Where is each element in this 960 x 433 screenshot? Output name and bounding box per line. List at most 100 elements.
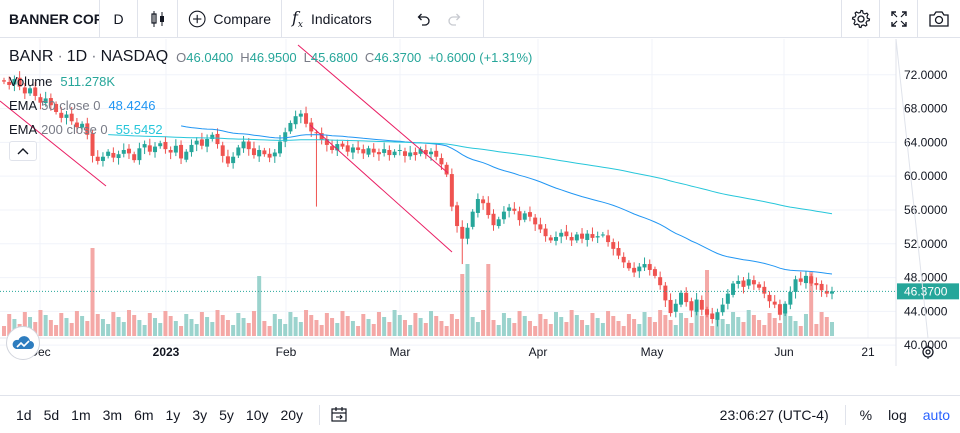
volume-bar xyxy=(418,318,423,336)
range-20y[interactable]: 20y xyxy=(280,406,304,423)
candle-body xyxy=(444,164,449,175)
volume-bar xyxy=(814,324,819,336)
ema50-line xyxy=(181,125,833,275)
candle-body xyxy=(257,149,262,157)
range-1m[interactable]: 1m xyxy=(71,406,91,423)
candle-body xyxy=(64,114,69,118)
time-axis-label: Mar xyxy=(390,345,411,359)
interval-button[interactable]: D xyxy=(100,0,138,38)
candle-body xyxy=(741,280,746,287)
volume-bar xyxy=(559,317,564,336)
volume-bar xyxy=(163,311,168,336)
auto-scale-toggle[interactable]: auto xyxy=(922,406,950,423)
indicators-button[interactable]: fx Indicators xyxy=(282,0,394,38)
candle-body xyxy=(460,226,465,239)
candle-body xyxy=(423,149,428,155)
candle-body xyxy=(116,154,121,159)
legend-high-value: 46.9500 xyxy=(249,49,297,65)
range-1y[interactable]: 1y xyxy=(165,406,181,423)
candle-body xyxy=(272,152,277,157)
candle-body xyxy=(517,211,522,221)
volume-bar xyxy=(251,311,256,336)
log-toggle[interactable]: log xyxy=(888,406,907,423)
volume-bar xyxy=(43,315,48,336)
price-axis-label: 48.0000 xyxy=(904,271,948,285)
legend-collapse-button[interactable] xyxy=(9,141,37,161)
goto-date-icon[interactable] xyxy=(330,406,348,424)
volume-bar xyxy=(632,319,637,336)
snapshot-button[interactable] xyxy=(918,0,960,38)
candle-body xyxy=(475,199,480,213)
gear-icon xyxy=(851,9,870,29)
legend-low-value: 45.6800 xyxy=(310,49,358,65)
candle-body xyxy=(699,299,704,310)
legend-volume[interactable]: Volume 511.278K xyxy=(9,69,532,93)
volume-bar xyxy=(830,322,834,336)
compare-button[interactable]: Compare xyxy=(178,0,282,38)
chart-area[interactable]: 72.0000 68.0000 64.0000 60.0000 56.0000 52.00… xyxy=(0,39,960,366)
price-axis-label: 40.0000 xyxy=(904,338,948,352)
range-3m[interactable]: 3m xyxy=(102,406,123,423)
volume-bar xyxy=(231,325,236,336)
volume-bar xyxy=(720,319,725,336)
clock-timezone[interactable]: 23:06:27 (UTC-4) xyxy=(719,406,829,423)
candle-body xyxy=(121,149,126,154)
candle-body xyxy=(507,207,512,211)
candle-body xyxy=(142,144,147,148)
range-5y[interactable]: 5y xyxy=(219,406,234,423)
volume-bar xyxy=(319,325,324,336)
candle-body xyxy=(637,266,642,272)
range-6m[interactable]: 6m xyxy=(134,406,154,423)
candle-body xyxy=(199,139,204,146)
tradingview-logo[interactable] xyxy=(6,326,40,360)
candle-body xyxy=(548,237,553,241)
candle-body xyxy=(111,152,116,158)
candle-body xyxy=(309,122,314,132)
volume-bar xyxy=(684,318,689,336)
settings-button[interactable] xyxy=(842,0,880,38)
range-1d[interactable]: 1d xyxy=(16,406,32,423)
volume-bar xyxy=(689,323,694,336)
candle-body xyxy=(371,148,376,153)
volume-bar xyxy=(673,325,678,336)
candle-body xyxy=(455,205,460,227)
candle-body xyxy=(194,140,199,145)
candle-body xyxy=(736,280,741,284)
undo-icon[interactable] xyxy=(415,11,431,27)
range-10y[interactable]: 10y xyxy=(245,406,269,423)
time-axis-settings-icon[interactable] xyxy=(922,345,934,359)
time-axis-label: 2023 xyxy=(153,345,180,359)
volume-bar xyxy=(38,310,43,336)
volume-bar xyxy=(85,321,90,336)
candle-body xyxy=(345,145,350,152)
volume-bar xyxy=(652,322,657,336)
volume-bar xyxy=(809,272,814,336)
candle-body xyxy=(559,232,564,237)
volume-bar xyxy=(642,312,647,336)
volume-bar xyxy=(106,324,111,336)
legend-main-series[interactable]: BANR · 1D · NASDAQ O 46.0400 H 46.9500 L 45… xyxy=(9,45,532,69)
percent-toggle[interactable]: % xyxy=(859,406,873,423)
volume-bar xyxy=(304,310,309,336)
volume-bar xyxy=(28,317,33,336)
volume-bar xyxy=(64,318,69,336)
volume-bar xyxy=(710,326,715,336)
range-5d[interactable]: 5d xyxy=(43,406,60,423)
ema200-line xyxy=(108,134,833,215)
candle-body xyxy=(95,156,100,161)
volume-bar xyxy=(142,325,147,336)
volume-bar xyxy=(199,312,204,336)
trend-line xyxy=(297,44,449,174)
volume-bar xyxy=(173,321,178,336)
range-3y[interactable]: 3y xyxy=(192,406,208,423)
fullscreen-button[interactable] xyxy=(880,0,918,38)
redo-icon[interactable] xyxy=(447,11,463,27)
candle-body xyxy=(184,151,189,160)
legend-ema200[interactable]: EMA 200 close 0 55.5452 xyxy=(9,117,532,141)
chart-type-button[interactable] xyxy=(138,0,178,38)
candle-body xyxy=(210,134,215,140)
trend-line xyxy=(309,124,453,253)
price-chart[interactable]: 72.0000 68.0000 64.0000 60.0000 56.0000 52.00… xyxy=(0,39,960,366)
legend-ema50[interactable]: EMA 50 close 0 48.4246 xyxy=(9,93,532,117)
symbol-search[interactable]: BANNER CORP xyxy=(0,0,100,38)
